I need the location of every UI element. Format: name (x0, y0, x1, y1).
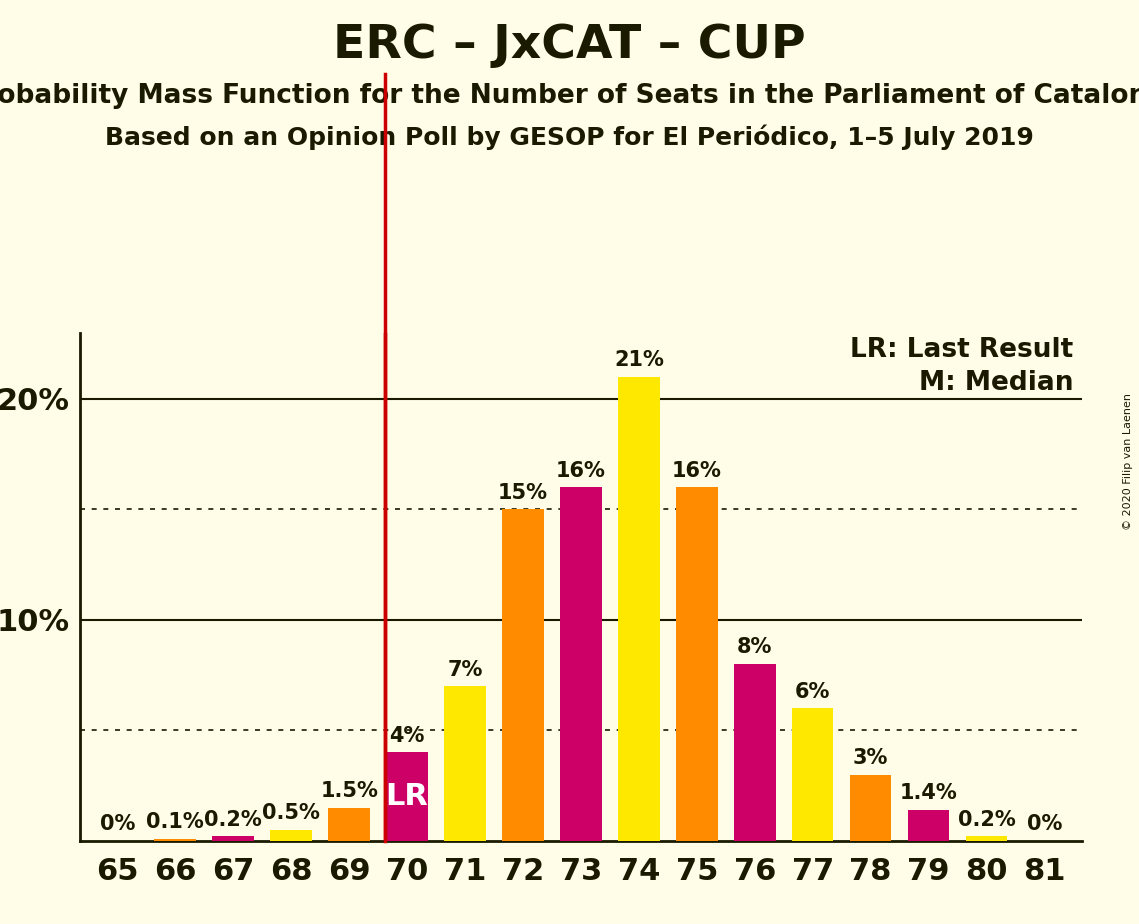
Bar (386, 752, 428, 841)
Text: © 2020 Filip van Laenen: © 2020 Filip van Laenen (1123, 394, 1133, 530)
Text: ERC – JxCAT – CUP: ERC – JxCAT – CUP (333, 23, 806, 68)
Text: LR: Last Result: LR: Last Result (850, 337, 1073, 363)
Text: 0%: 0% (100, 814, 136, 834)
Text: 0%: 0% (1026, 814, 1062, 834)
Text: Probability Mass Function for the Number of Seats in the Parliament of Catalonia: Probability Mass Function for the Number… (0, 83, 1139, 109)
Text: 0.2%: 0.2% (958, 809, 1015, 830)
Text: 16%: 16% (556, 461, 606, 480)
Text: 0.5%: 0.5% (262, 803, 320, 823)
Bar (734, 664, 776, 841)
Text: M: Median: M: Median (919, 371, 1073, 396)
Text: 0.2%: 0.2% (204, 809, 262, 830)
Text: 7%: 7% (448, 660, 483, 679)
Text: 16%: 16% (672, 461, 722, 480)
Text: 3%: 3% (853, 748, 888, 768)
Text: 4%: 4% (390, 726, 425, 746)
Text: LR: LR (386, 782, 428, 811)
Bar (675, 487, 718, 841)
Text: 1.5%: 1.5% (320, 781, 378, 801)
Bar (850, 774, 892, 841)
Text: 15%: 15% (498, 482, 548, 503)
Bar (270, 830, 312, 841)
Bar (560, 487, 601, 841)
Text: 8%: 8% (737, 638, 772, 658)
Bar (908, 810, 950, 841)
Bar (212, 836, 254, 841)
Text: 1.4%: 1.4% (900, 784, 958, 803)
Bar (328, 808, 370, 841)
Text: 21%: 21% (614, 350, 664, 371)
Text: 6%: 6% (795, 682, 830, 701)
Bar (618, 377, 659, 841)
Bar (444, 687, 486, 841)
Text: M: M (618, 588, 659, 630)
Text: 0.1%: 0.1% (147, 812, 204, 832)
Bar (502, 509, 543, 841)
Bar (792, 709, 834, 841)
Bar (966, 836, 1007, 841)
Text: Based on an Opinion Poll by GESOP for El Periódico, 1–5 July 2019: Based on an Opinion Poll by GESOP for El… (105, 125, 1034, 151)
Bar (155, 839, 196, 841)
